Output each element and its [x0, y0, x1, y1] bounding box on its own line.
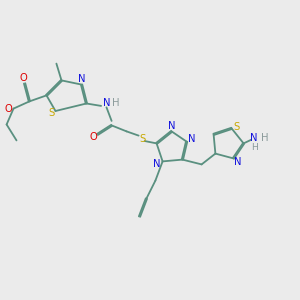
- Text: O: O: [89, 132, 97, 142]
- Text: S: S: [139, 134, 145, 144]
- Text: S: S: [234, 122, 240, 132]
- Text: H: H: [112, 98, 120, 108]
- Text: N: N: [78, 74, 85, 84]
- Text: N: N: [188, 134, 196, 144]
- Text: N: N: [103, 98, 111, 108]
- Text: N: N: [250, 133, 258, 143]
- Text: N: N: [154, 159, 161, 169]
- Text: O: O: [5, 103, 13, 114]
- Text: H: H: [261, 133, 268, 143]
- Text: H: H: [251, 142, 257, 152]
- Text: S: S: [48, 107, 54, 118]
- Text: O: O: [19, 73, 27, 83]
- Text: N: N: [234, 157, 242, 167]
- Text: N: N: [168, 121, 175, 131]
